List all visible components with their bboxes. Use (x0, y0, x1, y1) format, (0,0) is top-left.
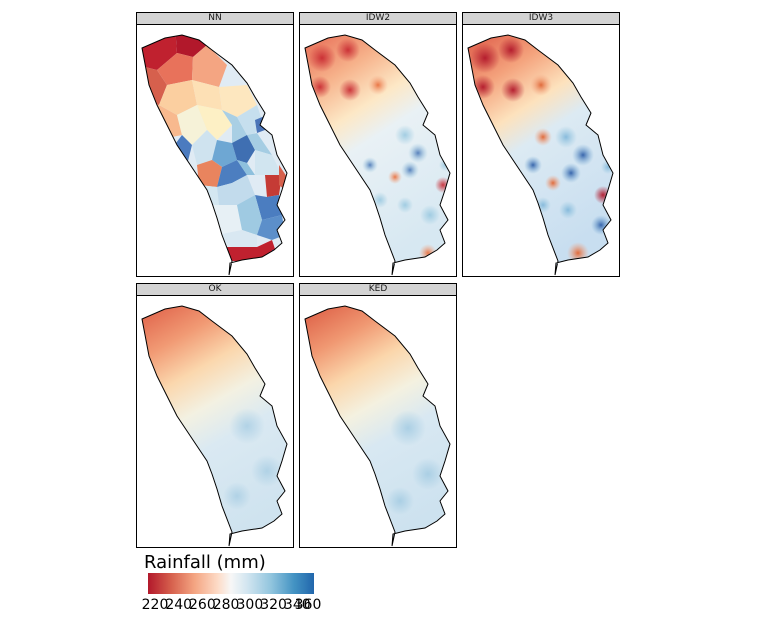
rainfall-map-ok (141, 305, 288, 547)
rainfall-map-idw3 (467, 34, 614, 276)
legend-label: 360 (294, 597, 322, 613)
legend-label: 240 (165, 597, 193, 613)
legend-tick (148, 594, 149, 597)
rainfall-map-idw2 (304, 34, 451, 276)
panel-ok: OK (136, 283, 294, 548)
legend-colorbar (148, 573, 314, 594)
legend-tick (195, 594, 197, 597)
panel-title-idw3: IDW3 (463, 13, 619, 25)
panel-ked: KED (299, 283, 457, 548)
legend-label: 320 (260, 597, 287, 613)
legend-label: 260 (189, 597, 216, 613)
legend-tick (313, 594, 314, 597)
legend-title: Rainfall (mm) (144, 552, 266, 573)
panel-title-nn: NN (137, 13, 293, 25)
legend-label: 220 (141, 597, 169, 613)
color-legend: Rainfall (mm) 220 240 260 280 300 320 34… (136, 552, 336, 622)
panel-nn: NN (136, 12, 294, 277)
legend-tick (171, 594, 173, 597)
legend-tick (242, 594, 244, 597)
legend-tick (219, 594, 221, 597)
panel-idw3: IDW3 (462, 12, 620, 277)
legend-label: 300 (236, 597, 264, 613)
legend-label: 340 (283, 597, 311, 613)
panel-idw2: IDW2 (299, 12, 457, 277)
panel-title-idw2: IDW2 (300, 13, 456, 25)
rainfall-map-nn (141, 34, 288, 276)
panel-title-ok: OK (137, 284, 293, 296)
legend-tick (266, 594, 268, 597)
rainfall-map-ked (304, 305, 451, 547)
legend-tick (290, 594, 292, 597)
panel-title-ked: KED (300, 284, 456, 296)
legend-label: 280 (212, 597, 240, 613)
